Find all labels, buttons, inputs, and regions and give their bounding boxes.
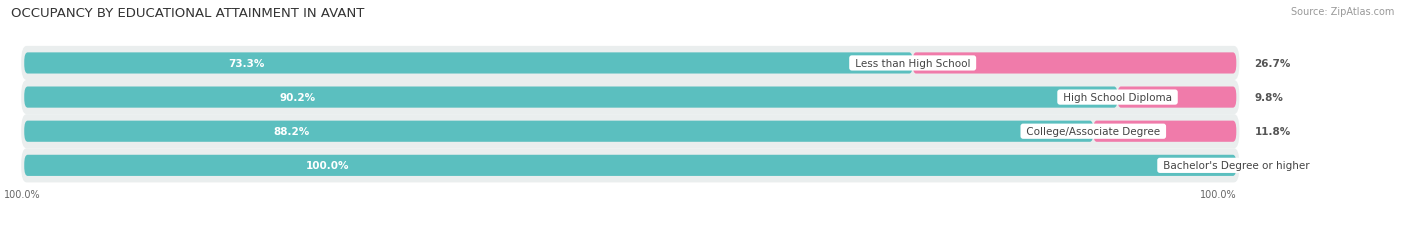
Text: 73.3%: 73.3% xyxy=(228,59,264,69)
FancyBboxPatch shape xyxy=(24,155,1236,176)
FancyBboxPatch shape xyxy=(21,115,1239,149)
Text: 9.8%: 9.8% xyxy=(1254,93,1284,103)
Text: Bachelor's Degree or higher: Bachelor's Degree or higher xyxy=(1160,161,1313,171)
Text: 100.0%: 100.0% xyxy=(4,189,41,199)
FancyBboxPatch shape xyxy=(24,121,1094,142)
FancyBboxPatch shape xyxy=(912,53,1236,74)
FancyBboxPatch shape xyxy=(1118,87,1236,108)
Text: College/Associate Degree: College/Associate Degree xyxy=(1024,127,1164,137)
FancyBboxPatch shape xyxy=(21,47,1239,81)
Text: High School Diploma: High School Diploma xyxy=(1060,93,1175,103)
Text: 100.0%: 100.0% xyxy=(1199,189,1236,199)
Text: Source: ZipAtlas.com: Source: ZipAtlas.com xyxy=(1291,7,1395,17)
Text: 11.8%: 11.8% xyxy=(1254,127,1291,137)
FancyBboxPatch shape xyxy=(21,81,1239,115)
FancyBboxPatch shape xyxy=(21,149,1239,183)
Text: OCCUPANCY BY EDUCATIONAL ATTAINMENT IN AVANT: OCCUPANCY BY EDUCATIONAL ATTAINMENT IN A… xyxy=(11,7,364,20)
Text: 90.2%: 90.2% xyxy=(280,93,315,103)
Text: 26.7%: 26.7% xyxy=(1254,59,1291,69)
Text: 0.0%: 0.0% xyxy=(1254,161,1284,171)
FancyBboxPatch shape xyxy=(24,87,1118,108)
Text: 88.2%: 88.2% xyxy=(273,127,309,137)
FancyBboxPatch shape xyxy=(24,53,912,74)
Text: Less than High School: Less than High School xyxy=(852,59,973,69)
FancyBboxPatch shape xyxy=(1094,121,1236,142)
Text: 100.0%: 100.0% xyxy=(305,161,349,171)
